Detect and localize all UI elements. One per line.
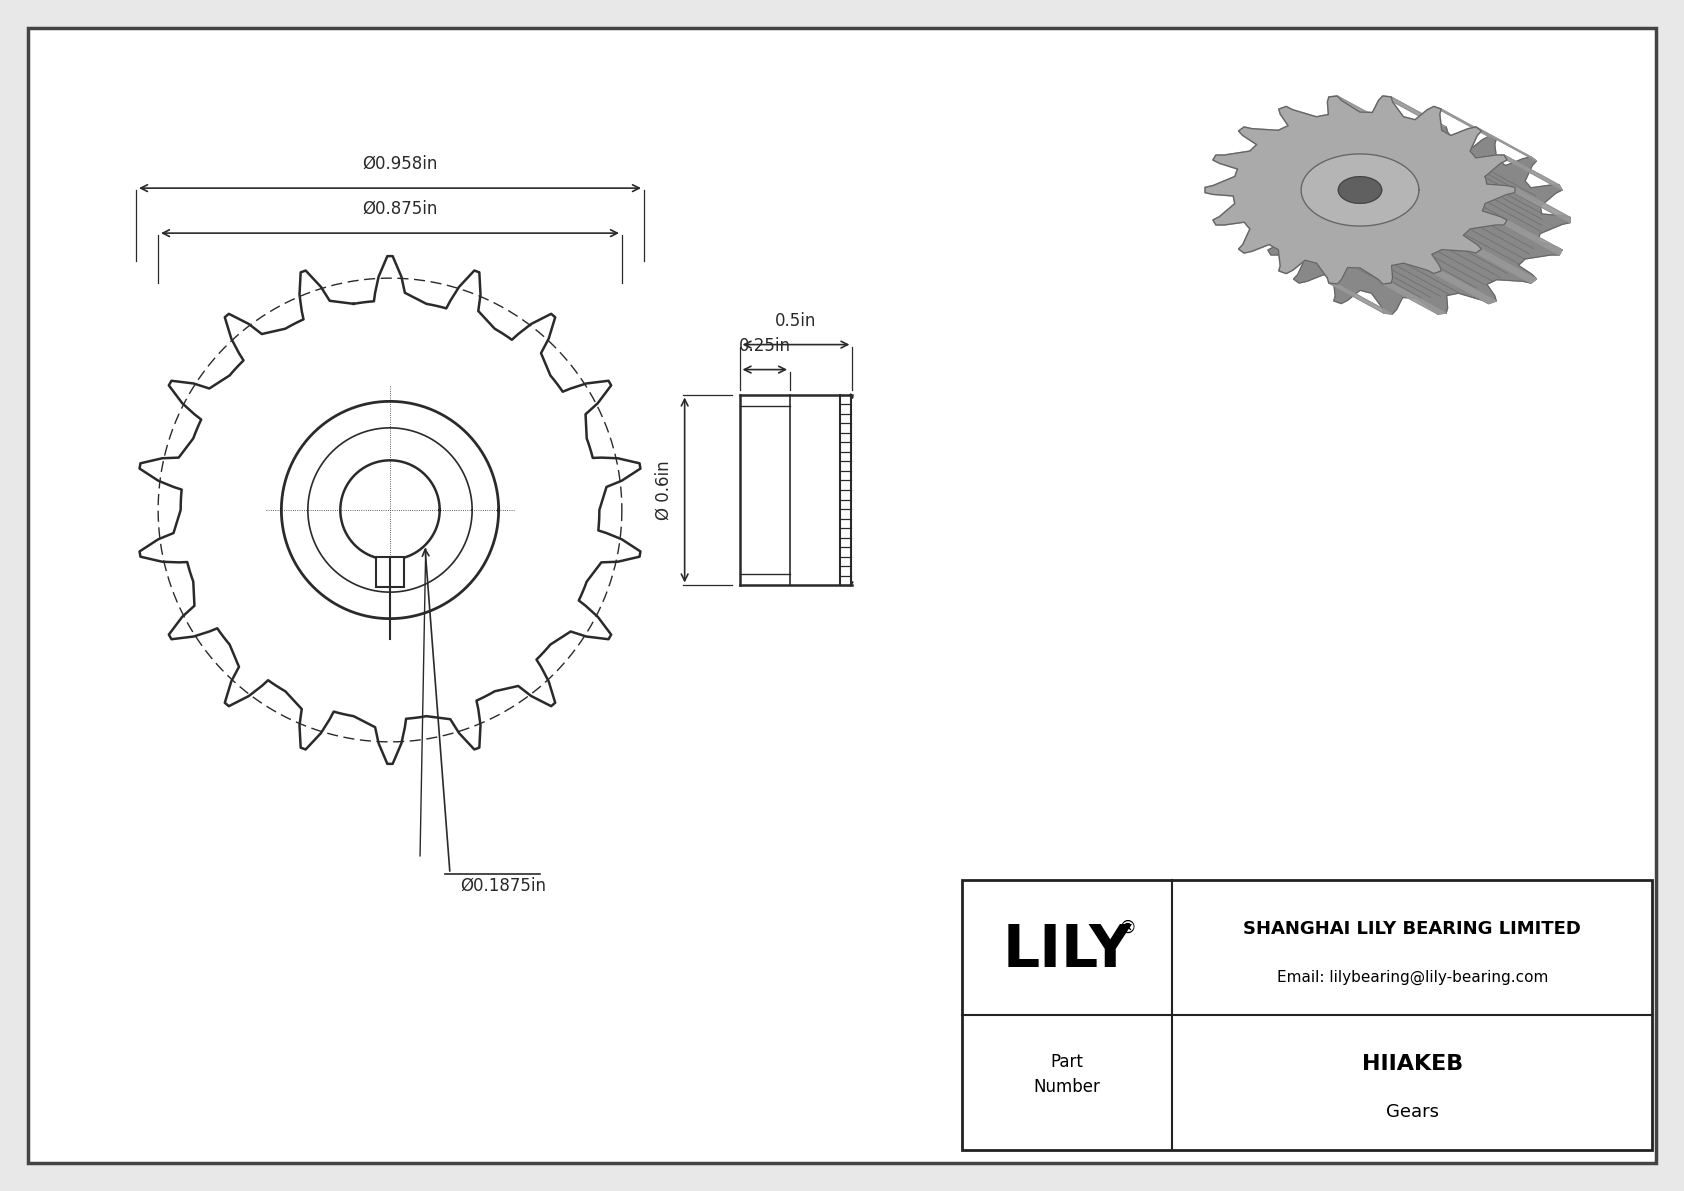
Polygon shape bbox=[1329, 96, 1393, 127]
Text: ®: ® bbox=[1118, 919, 1137, 937]
Text: Ø 0.6in: Ø 0.6in bbox=[655, 460, 672, 519]
Text: Ø0.1875in: Ø0.1875in bbox=[460, 877, 546, 894]
Text: Ø0.875in: Ø0.875in bbox=[362, 200, 438, 218]
Polygon shape bbox=[1475, 127, 1536, 161]
Polygon shape bbox=[1504, 155, 1563, 191]
Polygon shape bbox=[1383, 96, 1447, 127]
Polygon shape bbox=[1504, 220, 1563, 255]
Text: 0.5in: 0.5in bbox=[775, 312, 817, 330]
Polygon shape bbox=[1302, 154, 1420, 226]
Polygon shape bbox=[1339, 176, 1381, 204]
Polygon shape bbox=[1383, 283, 1447, 314]
Polygon shape bbox=[1433, 106, 1495, 139]
Text: LILY: LILY bbox=[1002, 922, 1132, 979]
Polygon shape bbox=[1516, 187, 1569, 223]
Polygon shape bbox=[1329, 283, 1393, 314]
Text: Email: lilybearing@lily-bearing.com: Email: lilybearing@lily-bearing.com bbox=[1276, 969, 1548, 985]
Text: SHANGHAI LILY BEARING LIMITED: SHANGHAI LILY BEARING LIMITED bbox=[1243, 919, 1581, 937]
Bar bbox=[376, 556, 404, 586]
Polygon shape bbox=[1260, 126, 1569, 314]
Text: HIIAKEB: HIIAKEB bbox=[1362, 1054, 1463, 1073]
Polygon shape bbox=[1433, 270, 1495, 304]
Polygon shape bbox=[1475, 249, 1536, 283]
Text: Part
Number: Part Number bbox=[1034, 1053, 1101, 1096]
Text: Ø0.958in: Ø0.958in bbox=[362, 155, 438, 173]
Polygon shape bbox=[1206, 96, 1516, 283]
Text: 0.25in: 0.25in bbox=[739, 337, 791, 355]
Text: Gears: Gears bbox=[1386, 1103, 1438, 1121]
Bar bbox=[962, 880, 1652, 1151]
